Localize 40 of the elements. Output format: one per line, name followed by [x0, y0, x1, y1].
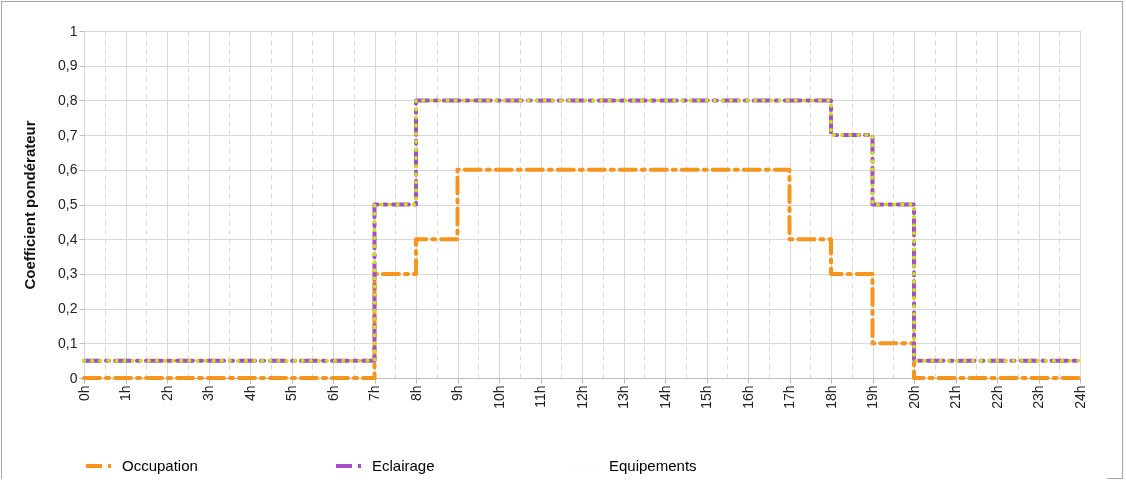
y-tick-label: 0,6	[58, 161, 78, 178]
x-tick-label: 2h	[158, 385, 175, 402]
x-tick-label: 12h	[573, 385, 590, 409]
x-tick-label: 17h	[781, 385, 797, 409]
x-tick-label: 20h	[905, 385, 922, 409]
x-tick-label: 21h	[947, 385, 963, 409]
x-tick-label: 23h	[1030, 385, 1046, 409]
x-tick-label: 1h	[117, 385, 133, 402]
x-tick-label: 15h	[698, 385, 714, 409]
x-tick-label: 24h	[1071, 385, 1088, 409]
x-tick-label: 19h	[864, 385, 880, 409]
x-tick-label: 9h	[449, 385, 465, 402]
y-tick-label: 0,7	[58, 126, 78, 143]
y-tick-label: 0,8	[58, 91, 78, 108]
legend-label: Occupation	[122, 457, 198, 474]
x-tick-label: 14h	[656, 385, 673, 409]
x-tick-label: 18h	[822, 385, 839, 409]
legend-label: Eclairage	[372, 457, 435, 474]
x-tick-label: 11h	[532, 385, 548, 408]
x-tick-label: 22h	[988, 385, 1005, 409]
x-tick-label: 10h	[490, 385, 507, 409]
x-tick-label: 6h	[324, 385, 341, 402]
y-tick-label: 0,5	[58, 196, 78, 212]
y-tick-label: 0,9	[58, 57, 78, 74]
x-tick-label: 5h	[283, 385, 299, 402]
x-tick-label: 3h	[200, 385, 216, 402]
y-axis-title: Coefficient pondérateur	[21, 120, 39, 290]
x-tick-label: 0h	[75, 385, 92, 402]
x-tick-label: 13h	[615, 385, 631, 409]
y-tick-label: 0,1	[58, 334, 78, 351]
y-tick-label: 0,3	[58, 265, 78, 282]
x-tick-label: 8h	[407, 385, 424, 402]
y-tick-label: 1	[69, 22, 78, 39]
y-tick-label: 0,4	[58, 230, 78, 247]
x-tick-label: 4h	[241, 385, 258, 402]
x-tick-label: 16h	[739, 385, 756, 409]
legend-label: Equipements	[609, 457, 697, 474]
x-tick-label: 7h	[366, 385, 382, 402]
y-tick-label: 0	[69, 369, 78, 386]
y-tick-label: 0,2	[58, 300, 78, 317]
